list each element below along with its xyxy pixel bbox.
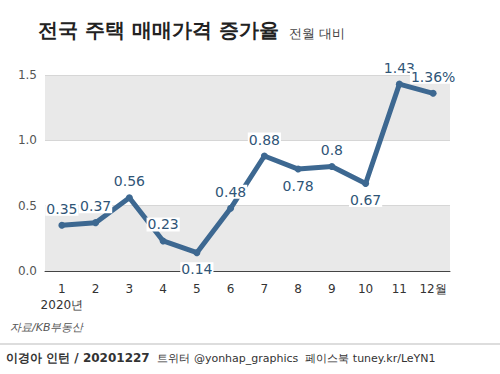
svg-text:자료/KB부동산: 자료/KB부동산 (10, 321, 84, 334)
svg-text:0.35: 0.35 (46, 201, 77, 217)
svg-text:1.5: 1.5 (18, 68, 37, 82)
svg-text:4: 4 (159, 282, 167, 296)
svg-text:12월: 12월 (419, 282, 446, 296)
svg-text:0.5: 0.5 (18, 199, 37, 213)
svg-text:5: 5 (193, 282, 201, 296)
svg-text:0.88: 0.88 (249, 132, 280, 148)
svg-text:1.43: 1.43 (383, 59, 415, 76)
svg-text:1: 1 (58, 282, 66, 296)
svg-text:9: 9 (328, 282, 336, 296)
svg-text:2020년: 2020년 (41, 298, 84, 312)
svg-text:전국 주택 매매가격 증가율: 전국 주택 매매가격 증가율 (38, 18, 279, 42)
svg-text:2: 2 (92, 282, 100, 296)
svg-text:전월 대비: 전월 대비 (289, 26, 345, 41)
svg-text:0.78: 0.78 (283, 178, 314, 194)
svg-text:트위터 @yonhap_graphics 페이스북 tun: 트위터 @yonhap_graphics 페이스북 tuney.kr/LeYN1 (157, 352, 435, 365)
svg-text:1.36%: 1.36% (411, 69, 455, 85)
svg-text:0.8: 0.8 (321, 142, 343, 158)
svg-text:8: 8 (294, 282, 302, 296)
svg-text:6: 6 (227, 282, 235, 296)
svg-text:0.14: 0.14 (181, 261, 212, 277)
svg-text:1.0: 1.0 (18, 133, 37, 147)
svg-text:0.67: 0.67 (350, 192, 381, 208)
svg-text:0.56: 0.56 (114, 173, 145, 189)
svg-text:7: 7 (261, 282, 269, 296)
svg-text:이경아 인턴 / 20201227: 이경아 인턴 / 20201227 (6, 351, 150, 365)
svg-text:3: 3 (126, 282, 134, 296)
svg-text:10: 10 (358, 282, 373, 296)
svg-text:11: 11 (392, 282, 407, 296)
svg-text:0.23: 0.23 (148, 216, 179, 232)
svg-text:0.37: 0.37 (80, 198, 111, 214)
svg-text:0.0: 0.0 (18, 264, 37, 278)
svg-text:0.48: 0.48 (215, 184, 246, 200)
